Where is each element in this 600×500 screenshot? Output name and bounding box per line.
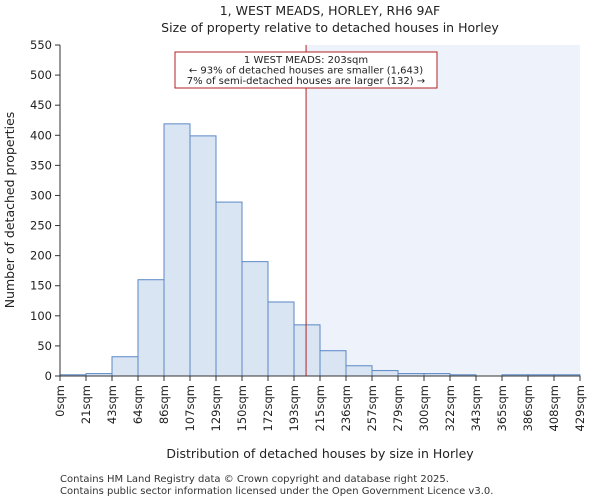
- x-tick-label: 150sqm: [235, 385, 249, 431]
- x-tick-label: 365sqm: [495, 385, 509, 431]
- annotation-line-3: 7% of semi-detached houses are larger (1…: [187, 76, 425, 87]
- bar: [189, 135, 217, 377]
- y-tick-label: 0: [45, 369, 52, 383]
- y-tick-label: 500: [30, 68, 52, 82]
- larger-region-shade: [306, 45, 580, 376]
- bar: [293, 324, 321, 377]
- x-tick-label: 193sqm: [287, 385, 301, 431]
- bar: [267, 301, 295, 377]
- annotation-line-1: 1 WEST MEADS: 203sqm: [244, 55, 368, 66]
- bar: [319, 350, 347, 377]
- bar: [163, 123, 191, 377]
- x-tick-label: 172sqm: [261, 385, 275, 431]
- bar: [215, 201, 243, 377]
- y-tick-label: 450: [30, 98, 52, 112]
- annotation-box: [174, 51, 438, 89]
- x-tick-label: 86sqm: [157, 385, 171, 424]
- x-tick-label: 300sqm: [417, 385, 431, 431]
- x-axis-label: Distribution of detached houses by size …: [166, 446, 474, 461]
- bar: [241, 261, 269, 377]
- x-tick-label: 129sqm: [209, 385, 223, 431]
- y-axis-label: Number of detached properties: [2, 112, 17, 309]
- x-tick-label: 279sqm: [391, 385, 405, 431]
- x-tick-label: 408sqm: [547, 385, 561, 431]
- y-tick-label: 550: [30, 38, 52, 52]
- bar: [111, 356, 139, 377]
- x-tick-label: 257sqm: [365, 385, 379, 431]
- x-tick-label: 236sqm: [339, 385, 353, 431]
- y-tick-label: 300: [30, 188, 52, 202]
- bar: [371, 370, 399, 377]
- y-tick-label: 150: [30, 279, 52, 293]
- x-tick-label: 386sqm: [521, 385, 535, 431]
- annotation-line-2: ← 93% of detached houses are smaller (1,…: [189, 66, 423, 77]
- y-tick-label: 200: [30, 249, 52, 263]
- y-tick-label: 250: [30, 219, 52, 233]
- footer-line-1: Contains HM Land Registry data © Crown c…: [60, 474, 449, 485]
- y-tick-label: 50: [37, 339, 52, 353]
- y-tick-label: 100: [30, 309, 52, 323]
- chart-title: 1, WEST MEADS, HORLEY, RH6 9AF: [220, 3, 441, 18]
- x-tick-label: 343sqm: [469, 385, 483, 431]
- x-tick-label: 43sqm: [105, 385, 119, 424]
- chart-subtitle: Size of property relative to detached ho…: [161, 20, 499, 35]
- x-tick-label: 21sqm: [79, 385, 93, 424]
- x-tick-label: 0sqm: [53, 385, 67, 417]
- bar: [137, 279, 165, 377]
- footer-line-2: Contains public sector information licen…: [60, 486, 493, 497]
- bar: [345, 365, 373, 377]
- plot-area: 0 50 100 150 200 250 300 350 400 450 500 550 0sqm 21s…: [30, 38, 587, 431]
- x-tick-label: 107sqm: [183, 385, 197, 431]
- y-tick-label: 400: [30, 128, 52, 142]
- x-tick-label: 64sqm: [131, 385, 145, 424]
- x-tick-label: 322sqm: [443, 385, 457, 431]
- x-tick-label: 429sqm: [573, 385, 587, 431]
- y-tick-label: 350: [30, 158, 52, 172]
- x-tick-label: 215sqm: [313, 385, 327, 431]
